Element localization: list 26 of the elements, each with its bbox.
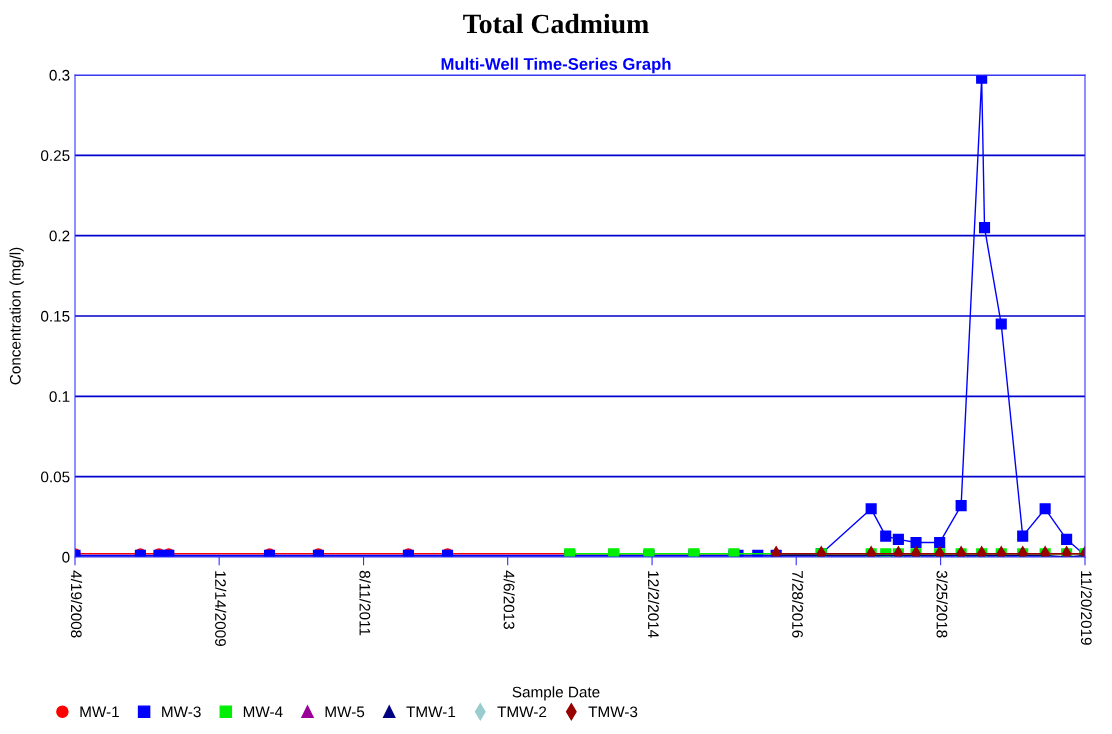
x-tick-label: 7/28/2016: [792, 570, 804, 638]
x-tick-label: 4/19/2008: [70, 570, 83, 638]
y-tick-label: 0.15: [41, 310, 70, 322]
chart-title: Total Cadmium: [463, 13, 649, 34]
y-tick-label: 0.05: [41, 471, 70, 483]
legend-label: MW-1: [80, 706, 119, 718]
x-tick-label: 4/6/2013: [503, 570, 515, 629]
x-tick-label: 8/11/2011: [359, 570, 371, 636]
y-tick-label: 0.3: [49, 69, 70, 81]
y-tick-label: 0: [62, 551, 70, 563]
legend-label: TMW-2: [497, 706, 547, 718]
chart-subtitle: Multi-Well Time-Series Graph: [441, 57, 671, 74]
x-tick-label: 11/20/2019: [1080, 571, 1093, 645]
y-tick-label: 0.25: [41, 150, 70, 162]
legend-label: TMW-3: [588, 706, 638, 718]
y-tick-label: 0.1: [49, 391, 70, 403]
legend-label: TMW-1: [406, 706, 456, 718]
legend-label: MW-3: [162, 706, 201, 718]
legend-label: MW-5: [325, 706, 365, 718]
legend-label: MW-4: [243, 706, 283, 718]
y-tick-label: 0.2: [49, 230, 70, 242]
x-tick-label: 12/2/2014: [647, 571, 660, 638]
x-tick-label: 3/25/2018: [936, 570, 948, 638]
x-tick-label: 12/14/2009: [215, 571, 227, 646]
y-axis-title: Concentration (mg/l): [9, 247, 24, 385]
x-axis-title: Sample Date: [512, 686, 600, 701]
